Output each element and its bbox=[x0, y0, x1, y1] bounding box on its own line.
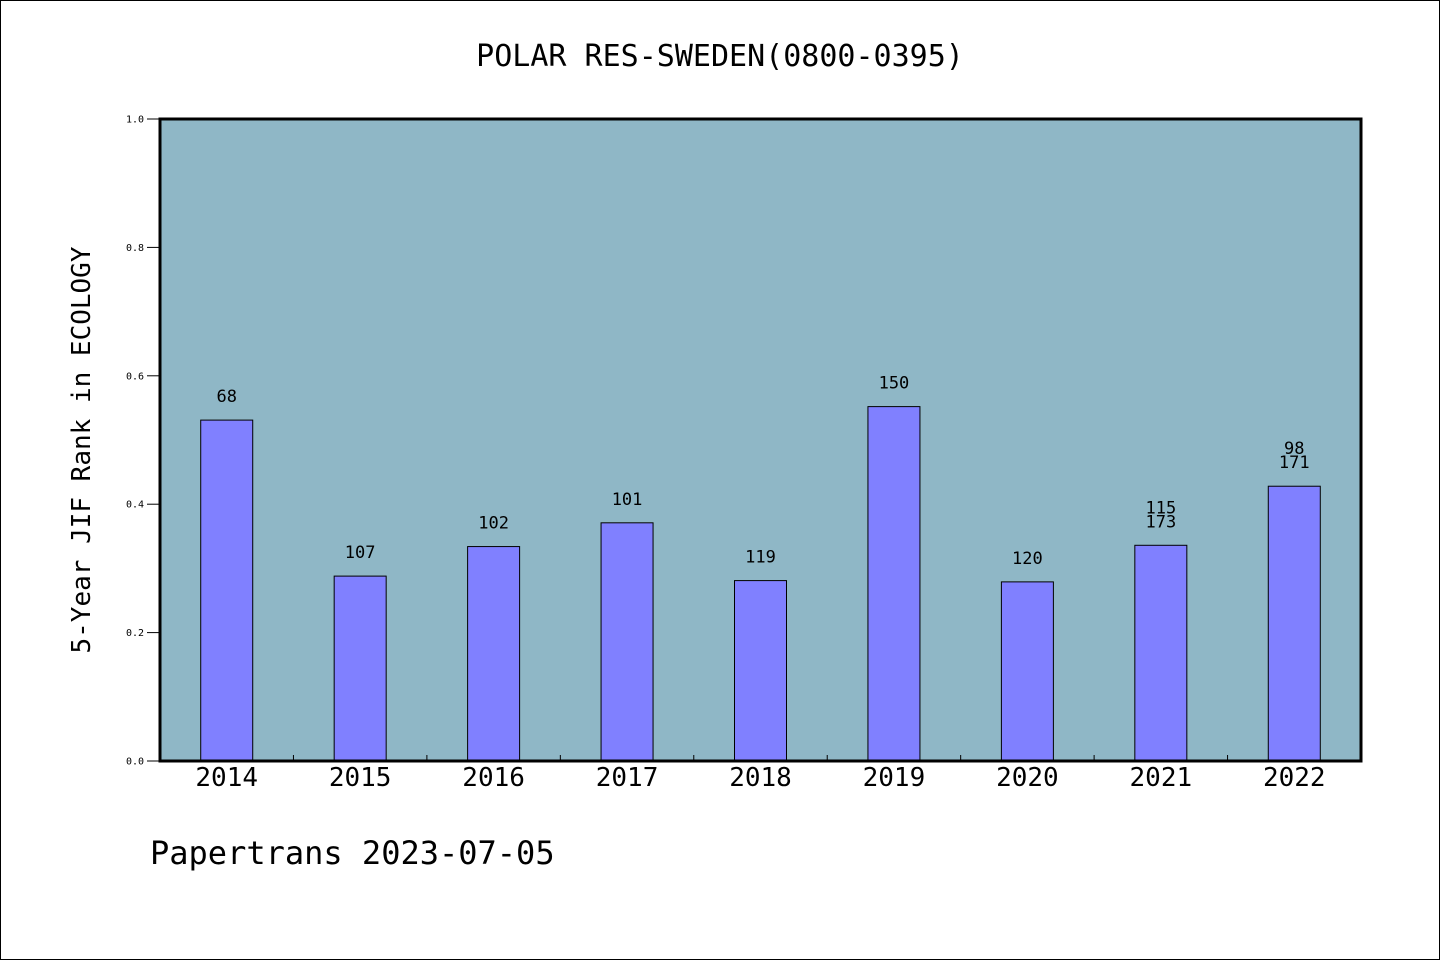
y-axis: 0.0 0.2 0.4 0.6 0.8 1.0 bbox=[126, 115, 159, 768]
bar-2016 bbox=[467, 546, 521, 762]
plot-border bbox=[158, 117, 1363, 763]
footer-credit: Papertrans 2023-07-05 bbox=[150, 834, 555, 872]
x-tick-label: 2017 bbox=[596, 763, 659, 793]
bar-2017 bbox=[600, 522, 654, 762]
bar-2022 bbox=[1267, 485, 1321, 762]
y-tick-label: 0.0 bbox=[126, 757, 144, 768]
bar-2019 bbox=[867, 406, 921, 762]
y-axis-label: 5-Year JIF Rank in ECOLOGY bbox=[67, 246, 97, 653]
x-tick-label: 2021 bbox=[1130, 763, 1193, 793]
bar-2020 bbox=[1000, 581, 1054, 762]
bar-value-label: 119 bbox=[745, 548, 776, 568]
chart-title: POLAR RES-SWEDEN(0800-0395) bbox=[476, 39, 964, 74]
bar-value-label: 171 bbox=[1279, 453, 1310, 473]
x-tick-label: 2015 bbox=[329, 763, 392, 793]
bar-value-label: 68 bbox=[216, 387, 236, 407]
bar-2018 bbox=[734, 580, 787, 762]
x-axis: 2014 2015 2016 2017 2018 2019 2020 2021 2022 bbox=[195, 755, 1326, 793]
x-tick-label: 2020 bbox=[996, 763, 1059, 793]
bar-2014 bbox=[200, 419, 254, 762]
bars bbox=[200, 406, 1321, 762]
y-tick-label: 1.0 bbox=[126, 115, 144, 126]
bar-value-label: 102 bbox=[478, 514, 509, 534]
y-tick-label: 0.2 bbox=[126, 628, 144, 639]
bar-2021 bbox=[1134, 544, 1188, 762]
x-tick-label: 2019 bbox=[863, 763, 926, 793]
bar-value-label: 101 bbox=[612, 490, 643, 510]
bar-2015 bbox=[333, 575, 387, 762]
x-tick-label: 2022 bbox=[1263, 763, 1326, 793]
x-tick-label: 2014 bbox=[195, 763, 258, 793]
bar-value-label: 173 bbox=[1145, 512, 1176, 532]
bar-value-label: 120 bbox=[1012, 549, 1043, 569]
bar-value-label: 115 bbox=[1145, 498, 1176, 518]
y-tick-label: 0.8 bbox=[126, 243, 144, 254]
x-tick-label: 2016 bbox=[462, 763, 525, 793]
bar-value-label: 98 bbox=[1284, 439, 1304, 459]
y-tick-label: 0.4 bbox=[126, 500, 144, 511]
x-tick-label: 2018 bbox=[729, 763, 792, 793]
bar-value-label: 150 bbox=[879, 374, 910, 394]
bar-value-label: 107 bbox=[345, 543, 376, 563]
y-tick-label: 0.6 bbox=[126, 371, 144, 382]
